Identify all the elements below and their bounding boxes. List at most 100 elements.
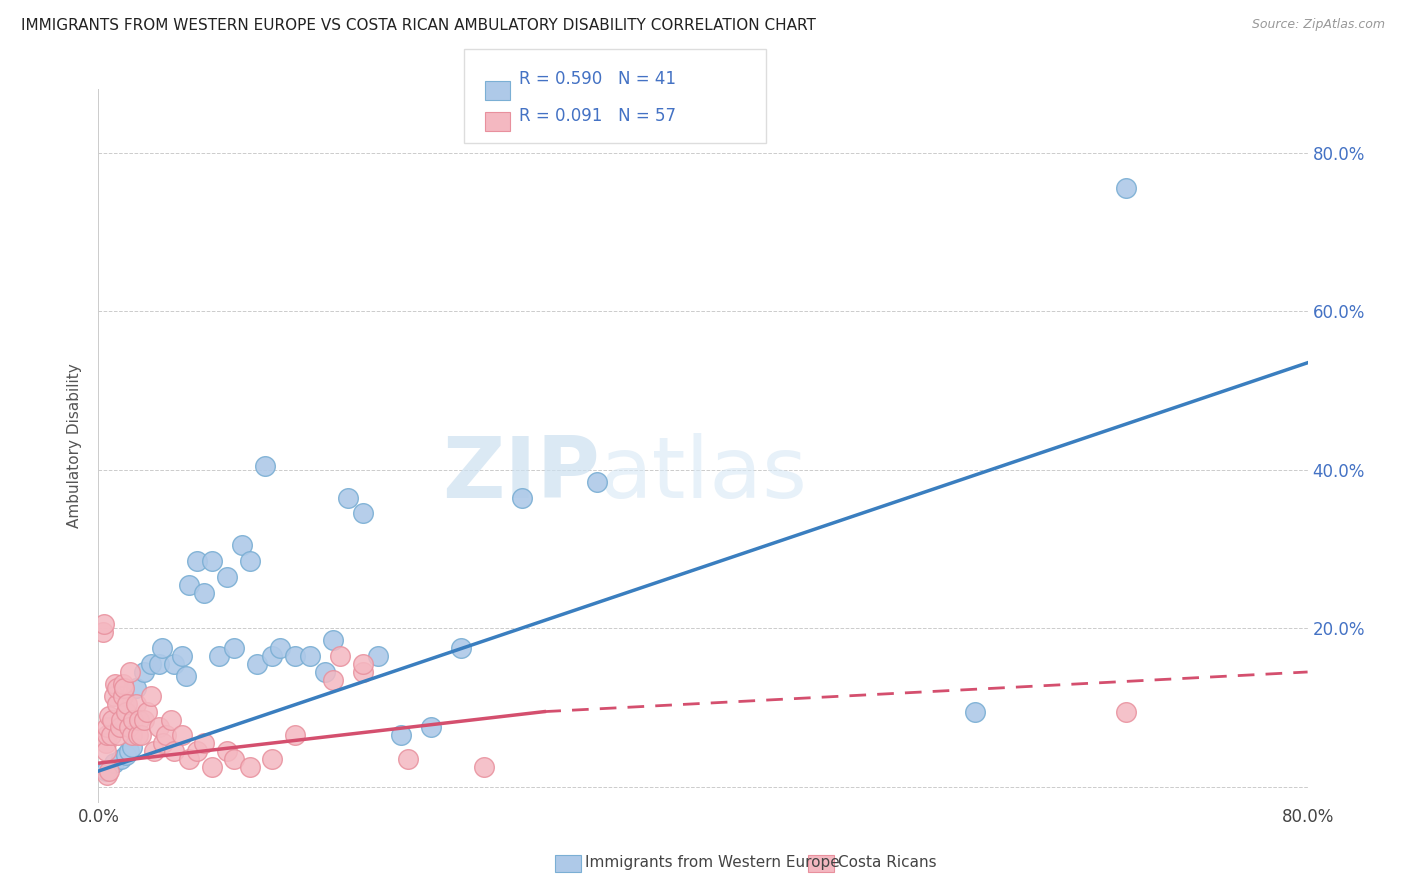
Point [420, 721, 443, 735]
Point [118, 721, 141, 735]
Point [160, 713, 183, 727]
Point [129, 728, 152, 742]
Point [231, 538, 253, 552]
Point [163, 657, 186, 671]
Point [389, 728, 412, 742]
Point [314, 665, 336, 679]
Point [121, 728, 143, 742]
Point [108, 721, 131, 735]
Point [105, 681, 128, 695]
Point [155, 728, 177, 742]
Point [98, 764, 121, 778]
Point [127, 728, 149, 742]
Point [170, 728, 193, 742]
Point [120, 665, 142, 679]
Point [96, 721, 118, 735]
Point [132, 713, 155, 727]
Point [114, 705, 136, 719]
Point [201, 554, 224, 568]
Point [246, 657, 269, 671]
Point [1115, 181, 1137, 195]
Point [472, 760, 495, 774]
Point [215, 570, 238, 584]
Point [179, 578, 201, 592]
Point [110, 752, 132, 766]
Point [269, 641, 291, 656]
Point [148, 657, 170, 671]
Point [367, 649, 389, 664]
Point [215, 744, 238, 758]
Point [163, 744, 186, 758]
Point [135, 705, 157, 719]
Point [262, 649, 284, 664]
Point [141, 689, 163, 703]
Point [107, 728, 129, 742]
Point [125, 681, 148, 695]
Point [141, 657, 163, 671]
Point [118, 744, 141, 758]
Text: atlas: atlas [600, 433, 808, 516]
Point [284, 728, 307, 742]
Point [114, 748, 136, 763]
Point [152, 736, 174, 750]
Point [94, 736, 117, 750]
Point [201, 760, 224, 774]
Point [322, 673, 344, 687]
Point [186, 554, 208, 568]
Point [98, 708, 121, 723]
Point [103, 756, 125, 771]
Text: ZIP: ZIP [443, 433, 600, 516]
Point [96, 728, 118, 742]
Text: Source: ZipAtlas.com: Source: ZipAtlas.com [1251, 18, 1385, 31]
Point [262, 752, 284, 766]
Point [336, 491, 359, 505]
Point [148, 721, 170, 735]
Point [450, 641, 472, 656]
Point [105, 697, 128, 711]
Point [322, 633, 344, 648]
Point [115, 697, 138, 711]
Point [224, 641, 246, 656]
Point [586, 475, 609, 489]
Point [125, 697, 148, 711]
Point [94, 764, 117, 778]
Point [1115, 705, 1137, 719]
Text: IMMIGRANTS FROM WESTERN EUROPE VS COSTA RICAN AMBULATORY DISABILITY CORRELATION : IMMIGRANTS FROM WESTERN EUROPE VS COSTA … [21, 18, 815, 33]
Point [121, 740, 143, 755]
Point [193, 736, 215, 750]
Point [110, 713, 132, 727]
Point [253, 458, 276, 473]
Point [170, 649, 193, 664]
Point [150, 641, 173, 656]
Point [329, 649, 352, 664]
Point [132, 665, 155, 679]
Text: R = 0.091   N = 57: R = 0.091 N = 57 [519, 107, 676, 125]
Point [179, 752, 201, 766]
Point [510, 491, 533, 505]
Point [122, 713, 145, 727]
Point [299, 649, 322, 664]
Point [100, 728, 122, 742]
Point [352, 507, 374, 521]
Y-axis label: Ambulatory Disability: Ambulatory Disability [67, 364, 83, 528]
Point [186, 744, 208, 758]
Point [128, 713, 150, 727]
Point [96, 768, 118, 782]
Point [239, 760, 262, 774]
Point [193, 585, 215, 599]
Point [352, 665, 374, 679]
Text: R = 0.590   N = 41: R = 0.590 N = 41 [519, 70, 676, 87]
Point [101, 713, 124, 727]
Point [112, 681, 135, 695]
Text: Immigrants from Western Europe: Immigrants from Western Europe [585, 855, 839, 870]
Point [93, 617, 115, 632]
Point [396, 752, 419, 766]
Point [94, 744, 117, 758]
Point [239, 554, 262, 568]
Point [965, 705, 987, 719]
Point [208, 649, 231, 664]
Text: Costa Ricans: Costa Ricans [838, 855, 936, 870]
Point [104, 677, 127, 691]
Point [103, 689, 125, 703]
Point [224, 752, 246, 766]
